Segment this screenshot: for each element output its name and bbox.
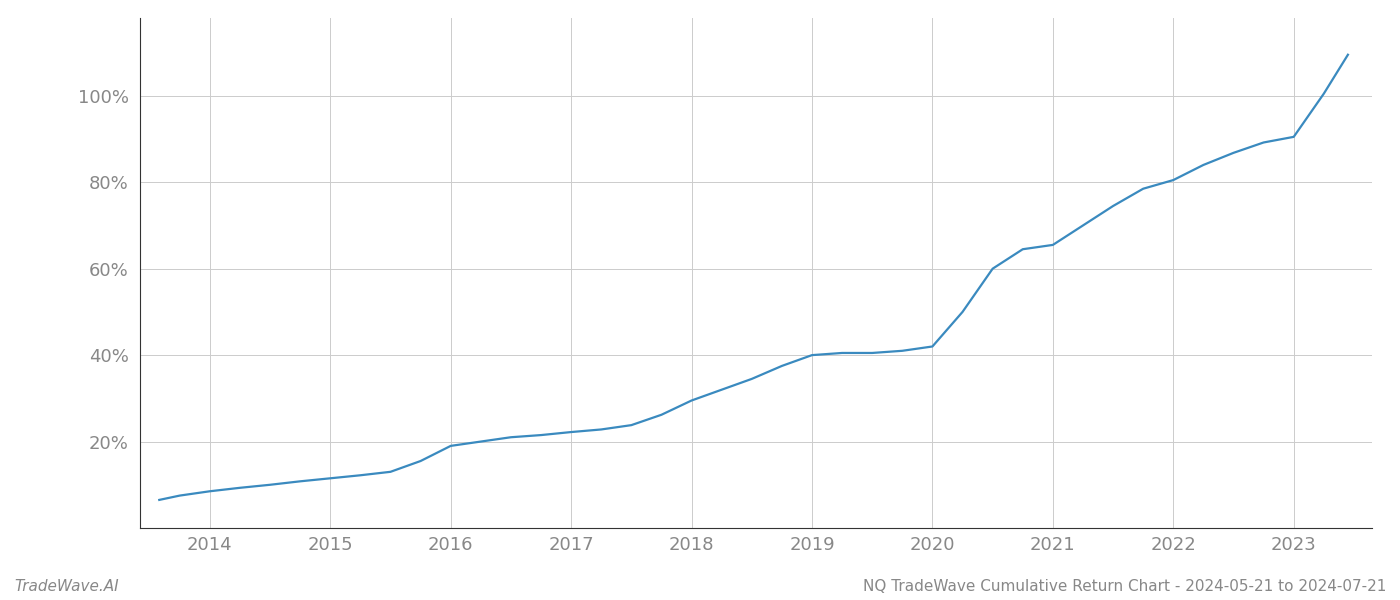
Text: TradeWave.AI: TradeWave.AI — [14, 579, 119, 594]
Text: NQ TradeWave Cumulative Return Chart - 2024-05-21 to 2024-07-21: NQ TradeWave Cumulative Return Chart - 2… — [862, 579, 1386, 594]
